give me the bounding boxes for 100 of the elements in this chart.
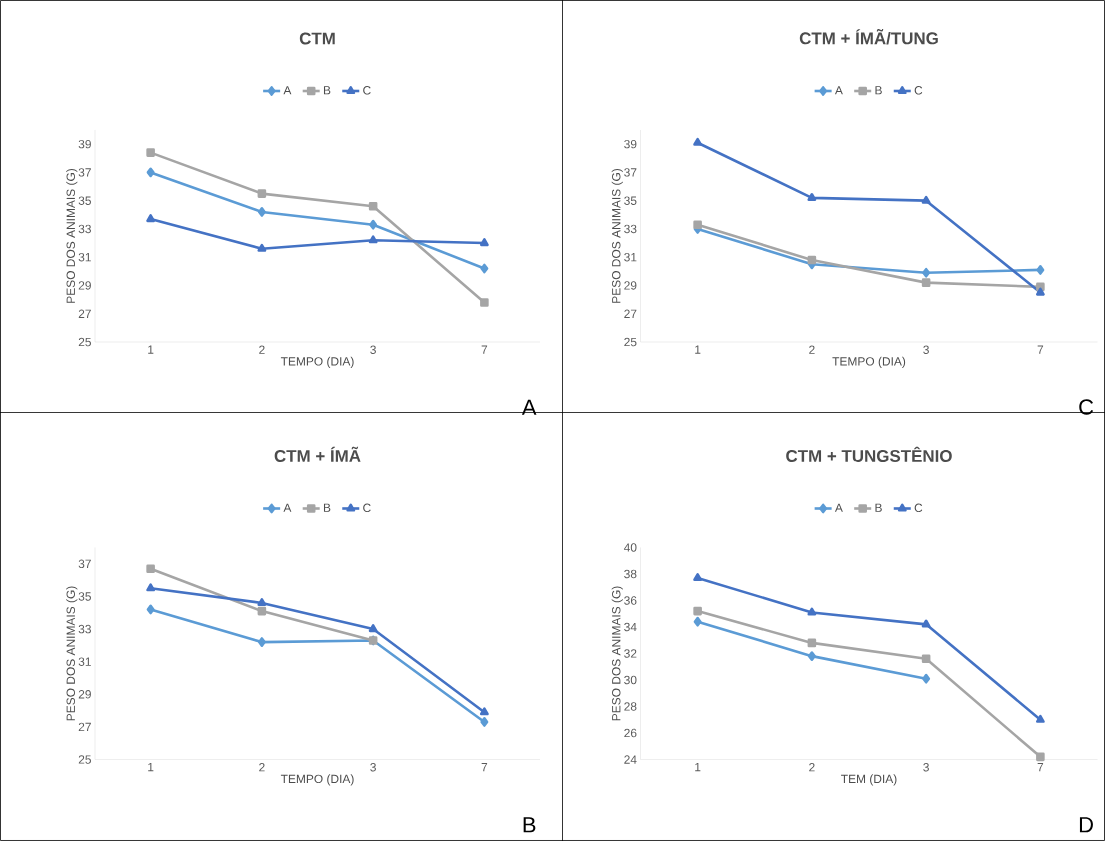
legend-label: A: [834, 86, 843, 95]
y-tick-label: 27: [78, 309, 91, 318]
x-tick-label: 7: [481, 345, 488, 354]
point: [479, 707, 489, 716]
x-tick-label: 7: [481, 763, 488, 772]
x-axis-title: TEMPO (DIA): [280, 774, 354, 786]
point: [479, 238, 489, 247]
y-tick-label: 35: [78, 592, 91, 601]
legend-label: C: [363, 503, 371, 513]
y-tick-label: 40: [623, 543, 637, 552]
y-tick-label: 31: [78, 657, 91, 666]
point: [693, 220, 702, 229]
point: [922, 267, 931, 278]
chart-title: CTM: [299, 32, 335, 45]
y-tick-label: 36: [624, 596, 637, 605]
x-tick-label: 3: [370, 763, 376, 772]
point: [807, 192, 817, 201]
point: [257, 243, 267, 252]
point: [257, 207, 266, 217]
y-tick-label: 37: [78, 559, 91, 569]
y-axis-title: PESO DOS ANIMAIS (G): [611, 586, 623, 721]
point: [921, 654, 931, 664]
x-tick-label: 7: [1037, 763, 1044, 772]
x-tick-label: 1: [695, 345, 701, 354]
y-tick-label: 33: [624, 224, 637, 234]
point: [693, 137, 703, 146]
y-tick-label: 39: [624, 139, 637, 149]
x-tick-label: 2: [809, 345, 815, 354]
y-tick-label: 30: [624, 675, 637, 685]
x-tick-label: 1: [695, 763, 701, 772]
point: [807, 607, 817, 616]
y-tick-label: 26: [624, 728, 637, 738]
text: C: [1079, 399, 1094, 415]
text: A: [521, 399, 537, 415]
y-tick-label: 32: [624, 649, 637, 658]
point: [368, 202, 378, 211]
point: [480, 717, 489, 727]
x-tick-label: 2: [809, 763, 815, 772]
x-axis-title: TEMPO (DIA): [280, 356, 354, 368]
point: [480, 298, 489, 307]
y-tick-label: 35: [78, 196, 91, 205]
point: [1035, 287, 1045, 296]
text: D: [1079, 817, 1093, 833]
point: [921, 278, 931, 287]
y-tick-label: 25: [78, 337, 91, 347]
legend-label: A: [834, 503, 843, 512]
legend-label: B: [323, 503, 331, 512]
y-axis-title: PESO DOS ANIMAIS (G): [611, 168, 623, 303]
point: [1035, 714, 1045, 723]
legend-label: A: [283, 503, 292, 512]
point: [257, 189, 267, 198]
point: [807, 255, 817, 265]
legend-label: C: [914, 503, 923, 513]
point: [369, 219, 378, 230]
text: B: [523, 817, 536, 833]
legend-label: C: [914, 86, 923, 95]
point: [921, 619, 931, 628]
y-tick-label: 27: [78, 722, 91, 732]
point: [368, 624, 378, 633]
point: [480, 263, 489, 274]
y-tick-label: 38: [624, 569, 637, 579]
point: [146, 167, 155, 178]
legend-label: B: [875, 86, 882, 95]
y-tick-label: 25: [78, 755, 91, 764]
y-tick-label: 37: [624, 168, 637, 177]
legend-label: B: [323, 86, 331, 95]
y-axis-title: PESO DOS ANIMAIS (G): [66, 586, 78, 721]
x-tick-label: 7: [1037, 345, 1044, 354]
point: [807, 638, 817, 648]
x-tick-label: 3: [923, 763, 929, 772]
x-tick-label: 2: [259, 345, 265, 354]
point: [1036, 265, 1045, 275]
y-tick-label: 29: [624, 281, 637, 290]
y-tick-label: 31: [78, 252, 91, 262]
point: [257, 598, 267, 607]
point: [693, 606, 702, 616]
point: [368, 235, 378, 244]
y-tick-label: 29: [78, 690, 91, 699]
point: [693, 616, 702, 627]
y-tick-label: 33: [78, 224, 91, 234]
legend-label: B: [875, 503, 882, 512]
point: [807, 651, 816, 662]
y-tick-label: 29: [78, 281, 91, 290]
point: [146, 583, 156, 592]
y-tick-label: 31: [624, 252, 637, 262]
point: [146, 604, 155, 615]
y-tick-label: 39: [78, 139, 91, 149]
x-axis-title: TEMPO (DIA): [832, 356, 906, 368]
point: [146, 214, 156, 223]
chart-title: CTM + ÍMÃ: [274, 446, 361, 463]
legend-label: C: [363, 86, 371, 95]
chart-title: CTM + ÍMÃ/TUNG: [799, 29, 938, 45]
y-tick-label: 27: [624, 309, 637, 318]
x-tick-label: 3: [923, 345, 929, 354]
x-tick-label: 3: [370, 345, 376, 354]
point: [922, 673, 931, 684]
y-axis-title: PESO DOS ANIMAIS (G): [66, 168, 78, 303]
y-tick-label: 28: [624, 702, 637, 711]
point: [693, 573, 703, 582]
point: [921, 195, 931, 204]
